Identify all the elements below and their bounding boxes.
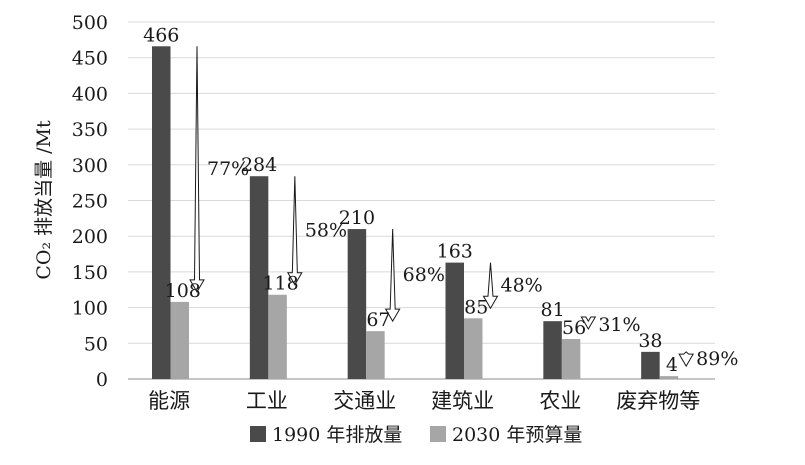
y-tick-label: 350: [72, 119, 108, 141]
y-tick-label: 450: [72, 48, 108, 70]
legend-swatch: [430, 426, 446, 442]
bar-2030: [170, 301, 189, 379]
reduction-arrow: [286, 176, 303, 286]
y-tick-label: 300: [72, 155, 108, 177]
y-tick-label: 0: [96, 369, 108, 391]
y-tick-label: 400: [72, 83, 108, 105]
data-label-2030: 108: [165, 280, 201, 302]
bar-2030: [268, 294, 287, 379]
reduction-percent: 77%: [207, 158, 249, 180]
data-label-2030: 56: [562, 317, 586, 339]
data-label-1990: 284: [241, 154, 277, 176]
y-tick-label: 150: [72, 262, 108, 284]
bar-1990: [641, 351, 660, 379]
reduction-percent: 68%: [403, 264, 445, 286]
category-label: 农业: [539, 389, 581, 413]
bar-2030: [659, 376, 679, 379]
bar-2030: [464, 318, 483, 379]
reduction-percent: 31%: [598, 314, 640, 336]
bar-1990: [543, 321, 562, 379]
data-label-2030: 67: [366, 309, 390, 331]
category-label: 能源: [148, 389, 190, 413]
y-axis-label: CO₂ 排放当量 /Mt: [33, 120, 55, 280]
y-axis-ticks: 0 50 100 150 200 250 300 350 400 450 500: [72, 12, 108, 391]
data-label-2030: 85: [464, 296, 488, 318]
legend-swatch: [250, 426, 266, 442]
bars: [152, 46, 679, 379]
category-label: 工业: [246, 389, 288, 413]
y-tick-label: 250: [72, 191, 108, 213]
reduction-arrows: 77% 58% 68% 48% 31% 89%: [189, 46, 738, 370]
reduction-arrow: [189, 46, 205, 293]
category-labels: 能源 工业 交通业 建筑业 农业 废弃物等: [148, 389, 700, 413]
category-label: 建筑业: [431, 389, 494, 413]
category-label: 交通业: [333, 389, 396, 413]
data-label-1990: 38: [638, 330, 662, 352]
y-tick-label: 500: [72, 12, 108, 34]
data-label-1990: 210: [339, 207, 375, 229]
category-label: 废弃物等: [616, 389, 700, 413]
data-label-1990: 163: [437, 241, 473, 263]
legend-label: 2030 年预算量: [452, 424, 582, 446]
reduction-arrow: [580, 316, 597, 331]
reduction-percent: 48%: [501, 274, 543, 296]
y-tick-label: 50: [84, 333, 108, 355]
data-label-2030: 118: [262, 273, 298, 295]
bar-1990: [152, 46, 171, 379]
data-label-2030: 4: [666, 354, 678, 376]
bar-2030: [366, 331, 385, 379]
y-tick-label: 100: [72, 298, 108, 320]
reduction-percent: 89%: [696, 348, 738, 370]
reduction-arrow: [384, 229, 401, 323]
bar-1990: [347, 229, 367, 379]
bar-2030: [561, 339, 581, 379]
grid-lines: [128, 21, 715, 380]
reduction-arrow: [678, 351, 695, 368]
reduction-arrow: [482, 262, 499, 310]
y-tick-label: 200: [72, 226, 108, 248]
legend: 1990 年排放量 2030 年预算量: [250, 424, 582, 446]
data-label-1990: 466: [143, 24, 179, 46]
bar-1990: [249, 176, 269, 379]
data-label-1990: 81: [540, 299, 564, 321]
bar-1990: [445, 262, 464, 379]
reduction-percent: 58%: [305, 219, 347, 241]
legend-label: 1990 年排放量: [272, 424, 402, 446]
